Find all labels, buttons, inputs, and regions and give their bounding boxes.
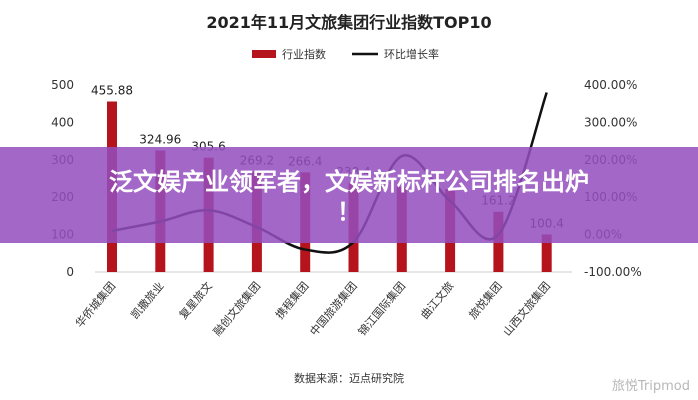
y-left-tick-label: 500 (51, 78, 74, 92)
x-tick-label: 山西文旅集团 (500, 279, 553, 339)
watermark: 旅悦Tripmod (611, 379, 690, 394)
x-tick-label: 融创文旅集团 (210, 279, 263, 339)
bar-data-label: 324.96 (139, 132, 181, 146)
headline-banner: 泛文娱产业领军者，文娱新标杆公司排名出炉 ！ (0, 147, 698, 243)
legend-label-bar: 行业指数 (282, 47, 326, 61)
x-tick-label: 携程集团 (272, 279, 311, 322)
y-left-tick-label: 0 (66, 265, 74, 279)
x-axis-labels: 华侨城集团 凯撒旅业 复星旅文融创文旅集团 携程集团中国旅游集团锦江国际集团 曲江文旅旅… (72, 279, 553, 339)
x-tick-label: 华侨城集团 (72, 279, 118, 330)
y-right-tick-label: 400.00% (584, 78, 637, 92)
y-right-tick-label: 300.00% (584, 115, 637, 129)
source-note: 数据来源：迈点研究院 (294, 371, 404, 385)
y-right-tick-label: -100.00% (584, 265, 642, 279)
x-tick-label: 中国旅游集团 (307, 279, 360, 339)
x-tick-label: 锦江国际集团 (355, 279, 408, 339)
headline-text: 泛文娱产业领军者，文娱新标杆公司排名出炉 (109, 168, 589, 196)
legend: 行业指数 环比增长率 (252, 47, 439, 61)
x-tick-label: 复星旅文 (176, 279, 215, 322)
x-tick-label: 旅悦集团 (466, 279, 505, 322)
y-left-tick-label: 400 (51, 115, 74, 129)
legend-swatch-bar (252, 50, 276, 58)
headline-text-end: ！ (337, 198, 361, 226)
x-tick-label: 凯撒旅业 (128, 279, 167, 322)
x-tick-label: 曲江文旅 (417, 279, 456, 322)
bar-data-label: 455.88 (91, 84, 133, 98)
bar (541, 234, 552, 272)
legend-label-line: 环比增长率 (384, 47, 439, 61)
chart-title: 2021年11月文旅集团行业指数TOP10 (206, 13, 491, 32)
